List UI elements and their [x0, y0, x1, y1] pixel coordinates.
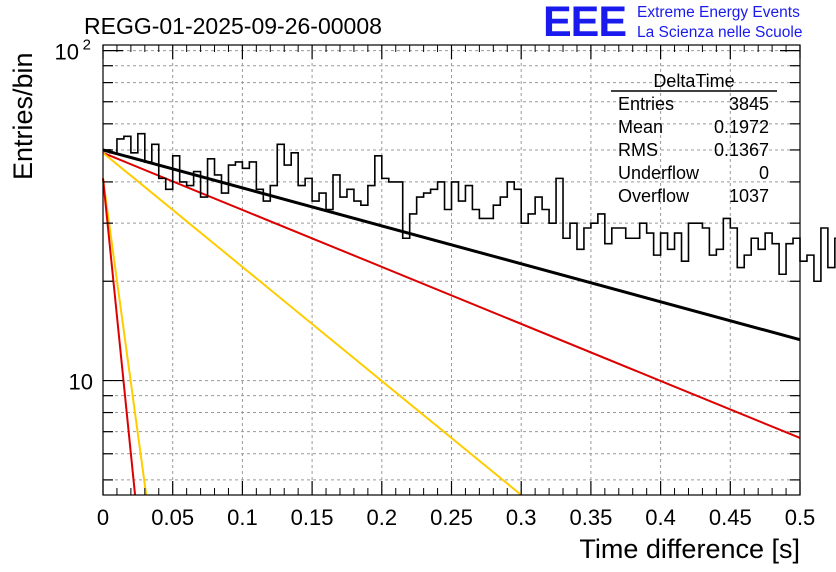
y-tick-label: 10	[69, 370, 93, 395]
chart-title: REGG-01-2025-09-26-00008	[84, 13, 382, 39]
logo-line-1: Extreme Energy Events	[637, 4, 800, 21]
x-tick-label: 0.35	[569, 505, 612, 530]
fit-line	[102, 178, 137, 496]
x-tick-label: 0.25	[430, 505, 473, 530]
stats-row-value: 3845	[729, 94, 769, 114]
stats-row-value: 1037	[729, 186, 769, 206]
stats-row-label: Underflow	[618, 163, 700, 183]
fit-line	[102, 152, 522, 496]
fit-line	[102, 148, 801, 342]
stats-row-value: 0.1367	[714, 140, 769, 160]
stats-row-value: 0.1972	[714, 117, 769, 137]
y-axis-label: Entries/bin	[8, 52, 38, 180]
axis-ticks	[102, 45, 801, 495]
stats-row-label: Overflow	[618, 186, 690, 206]
x-axis-label: Time difference [s]	[579, 534, 800, 564]
stats-row-value: 0	[759, 163, 769, 183]
fit-line	[102, 151, 801, 439]
x-tick-label: 0.15	[291, 505, 334, 530]
stats-rows: Entries 3845 Mean 0.1972 RMS 0.1367 Underflow 0…	[618, 94, 769, 206]
x-tick-label: 0.45	[709, 505, 752, 530]
histogram-steps	[103, 132, 836, 283]
grid-lines	[103, 45, 800, 495]
x-tick-label: 0	[97, 505, 109, 530]
y-tick-exponent: 2	[83, 37, 91, 54]
x-tick-label: 0.2	[367, 505, 398, 530]
stats-row-label: Entries	[618, 94, 674, 114]
x-tick-label: 0.3	[506, 505, 537, 530]
stats-row-label: Mean	[618, 117, 663, 137]
x-tick-label: 0.4	[645, 505, 676, 530]
eee-logo-mark: EEE	[543, 0, 627, 46]
stats-row-label: RMS	[618, 140, 658, 160]
x-tick-label: 0.05	[151, 505, 194, 530]
fit-line	[102, 178, 148, 496]
x-tick-label: 0.1	[227, 505, 258, 530]
logo-line-2: La Scienza nelle Scuole	[637, 24, 803, 41]
fit-curves	[102, 148, 801, 496]
stats-box: DeltaTime Entries 3845 Mean 0.1972 RMS 0.1367…	[611, 71, 777, 206]
y-tick-label: 10	[55, 40, 79, 65]
stats-box-title: DeltaTime	[653, 71, 734, 91]
x-tick-label: 0.5	[785, 505, 816, 530]
x-tick-labels: 0 0.05 0.1 0.15 0.2 0.25 0.3 0.35 0.4 0.45 0.5	[97, 505, 815, 530]
